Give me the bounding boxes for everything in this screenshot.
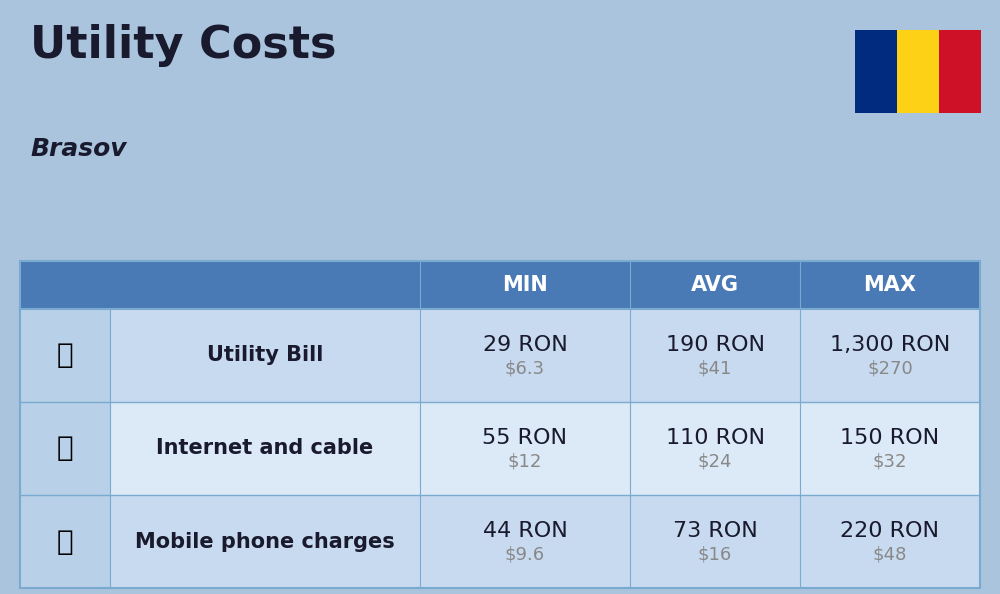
Text: 150 RON: 150 RON — [840, 428, 940, 448]
Text: 29 RON: 29 RON — [483, 334, 567, 355]
Text: Utility Bill: Utility Bill — [207, 345, 323, 365]
Text: Internet and cable: Internet and cable — [156, 438, 374, 459]
FancyBboxPatch shape — [20, 309, 110, 402]
FancyBboxPatch shape — [20, 495, 110, 588]
FancyBboxPatch shape — [20, 402, 110, 495]
Text: 🔧: 🔧 — [57, 342, 73, 369]
Text: $24: $24 — [698, 453, 732, 470]
Text: $12: $12 — [508, 453, 542, 470]
Text: 1,300 RON: 1,300 RON — [830, 334, 950, 355]
Text: $41: $41 — [698, 359, 732, 377]
Text: 📱: 📱 — [57, 527, 73, 555]
FancyBboxPatch shape — [20, 261, 980, 309]
Text: AVG: AVG — [691, 275, 739, 295]
Text: MIN: MIN — [502, 275, 548, 295]
Text: 220 RON: 220 RON — [840, 521, 940, 541]
FancyBboxPatch shape — [20, 309, 980, 402]
Text: $9.6: $9.6 — [505, 546, 545, 564]
FancyBboxPatch shape — [20, 495, 980, 588]
FancyBboxPatch shape — [897, 30, 939, 113]
FancyBboxPatch shape — [939, 30, 981, 113]
Text: Mobile phone charges: Mobile phone charges — [135, 532, 395, 552]
Text: 44 RON: 44 RON — [483, 521, 567, 541]
FancyBboxPatch shape — [20, 402, 980, 495]
Text: 110 RON: 110 RON — [666, 428, 765, 448]
Text: MAX: MAX — [864, 275, 916, 295]
FancyBboxPatch shape — [855, 30, 897, 113]
Text: $270: $270 — [867, 359, 913, 377]
Text: Utility Costs: Utility Costs — [30, 24, 336, 67]
Text: $6.3: $6.3 — [505, 359, 545, 377]
Text: 55 RON: 55 RON — [482, 428, 568, 448]
Text: $16: $16 — [698, 546, 732, 564]
Text: $32: $32 — [873, 453, 907, 470]
Text: $48: $48 — [873, 546, 907, 564]
Text: 73 RON: 73 RON — [673, 521, 757, 541]
Text: Brasov: Brasov — [30, 137, 126, 160]
Text: 📶: 📶 — [57, 434, 73, 463]
Text: 190 RON: 190 RON — [666, 334, 765, 355]
